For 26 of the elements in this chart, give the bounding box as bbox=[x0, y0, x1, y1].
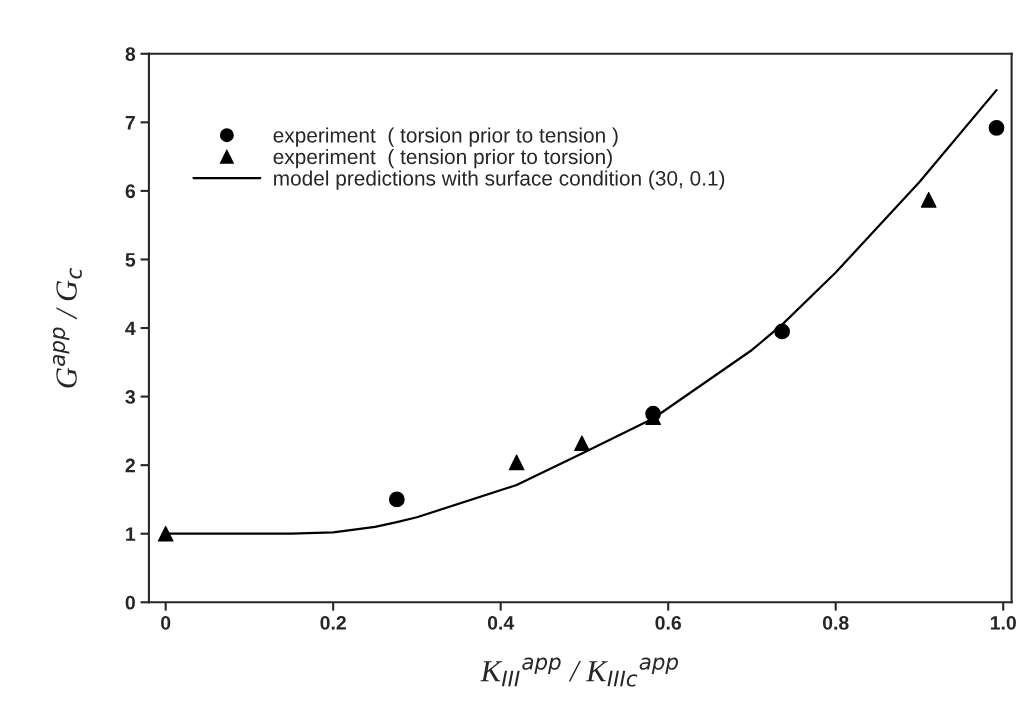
y-tick-label: 0 bbox=[125, 595, 135, 610]
legend-label: model predictions with surface condition (30, 0.1) bbox=[274, 170, 725, 190]
y-axis-title: G$^{app}$ / G$_{c}$ bbox=[52, 268, 82, 388]
point bbox=[157, 525, 174, 542]
x-tick-label: 1.0 bbox=[990, 615, 1016, 630]
y-tick-label: 3 bbox=[125, 390, 136, 404]
legend-label: experiment ( tension prior to torsion) bbox=[273, 148, 612, 169]
y-tick-label: 8 bbox=[125, 47, 136, 62]
x-axis-title: K$_{III}$$^{app}$ / K$_{IIIc}$$^{app}$ bbox=[480, 657, 678, 687]
point bbox=[388, 491, 405, 508]
x-tick-label: 0 bbox=[161, 615, 171, 630]
x-tick-label: 0.6 bbox=[655, 615, 682, 630]
point bbox=[574, 435, 590, 452]
y-tick-label: 7 bbox=[125, 116, 135, 130]
legend-label: experiment ( torsion prior to tension ) bbox=[273, 127, 618, 147]
x-tick-label: 0.8 bbox=[822, 615, 849, 630]
y-tick-label: 2 bbox=[125, 458, 135, 473]
y-tick-label: 1 bbox=[126, 527, 136, 541]
point bbox=[988, 119, 1005, 136]
y-tick-label: 4 bbox=[125, 321, 136, 336]
y-tick-label: 6 bbox=[125, 184, 136, 199]
x-tick-label: 0.2 bbox=[320, 615, 346, 630]
point bbox=[508, 454, 525, 471]
y-tick-label: 5 bbox=[125, 253, 136, 267]
point bbox=[920, 191, 937, 208]
x-tick-label: 0.4 bbox=[487, 615, 515, 630]
